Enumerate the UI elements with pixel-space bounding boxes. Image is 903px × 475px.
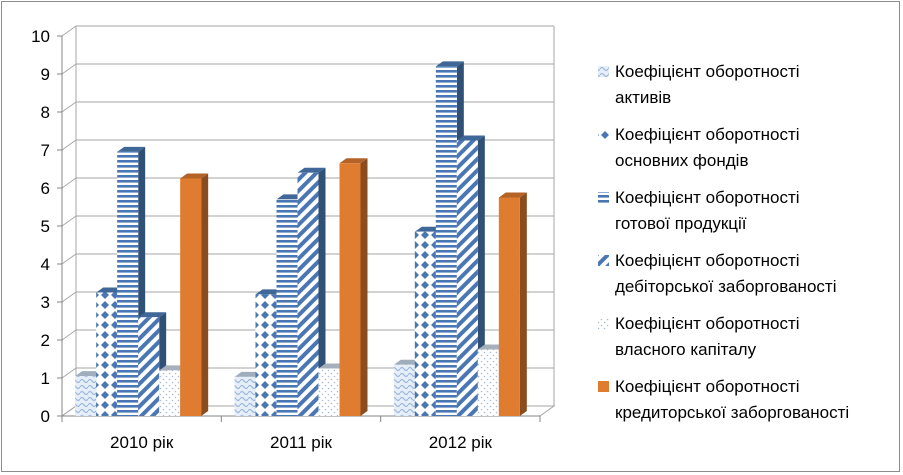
legend-swatch [598,255,609,266]
bar-front [498,197,520,416]
legend-label: готової продукції [615,214,747,233]
legend-label: основних фондів [615,151,749,170]
y-tick-label: 1 [41,369,50,388]
legend-item: Коефіцієнт оборотності готової продукції [598,188,800,233]
bar-front [477,349,499,416]
legend-swatch [598,318,609,329]
legend-label: Коефіцієнт оборотності [615,62,800,81]
legend-label: Коефіцієнт оборотності [615,314,800,333]
bar [339,158,368,417]
legend-swatch [598,381,609,392]
y-tick-label: 10 [31,27,50,46]
bar [180,173,209,416]
bar [498,192,527,416]
y-tick-label: 3 [41,293,50,312]
bar-top [456,135,485,141]
gridline-connector [61,291,77,303]
gridline-connector [61,63,77,75]
legend-swatch [598,129,609,140]
x-tick-label: 2011 рік [270,433,333,452]
bar-top [138,312,167,318]
bar-top [435,61,464,67]
bar-front [255,294,277,416]
legend-item: Коефіцієнт оборотності основних фондів [598,125,800,170]
bar-front [339,163,361,416]
x-tick-label: 2010 рік [110,433,174,452]
legend-label: кредиторської заборгованості [615,403,849,422]
gridline-connector [61,253,77,265]
bar-front [276,199,298,416]
bar-front [180,178,202,416]
bar-front [159,370,181,416]
bar-top [117,146,146,152]
bar-side [201,173,209,416]
legend-item: Коефіцієнт оборотності власного капіталу [598,314,800,359]
bar-side [360,158,368,417]
gridline-connector [61,329,77,341]
legend-label: активів [615,88,671,107]
legend: Коефіцієнт оборотностіактивівКоефіцієнт … [598,62,849,422]
bar-front [96,292,118,416]
y-tick-label: 0 [41,407,50,426]
gridline-connector [61,25,77,37]
y-tick-label: 5 [41,217,50,236]
bar [297,167,326,416]
gridline-connector [61,367,77,379]
bar-top [180,173,209,179]
bar-top [297,167,326,173]
y-tick-label: 4 [41,255,50,274]
legend-swatch [598,66,609,77]
y-tick-label: 7 [41,141,50,160]
bar-top [498,192,527,198]
bar-top [339,158,368,164]
bar-front [393,364,415,416]
legend-item: Коефіцієнт оборотності активів [598,62,800,107]
bar-front [234,376,256,416]
legend-item: Коефіцієнт оборотності дебіторської забор… [598,251,836,296]
bar-front [297,172,319,416]
bar-front [117,151,139,416]
legend-label: Коефіцієнт оборотності [615,251,800,270]
gridline-connector [61,101,77,113]
legend-label: власного капіталу [615,340,757,359]
legend-label: Коефіцієнт оборотності [615,188,800,207]
bar-side [318,167,326,416]
bars [75,61,527,417]
bar-front [456,140,478,416]
gridline-connector [61,139,77,151]
bar-front [138,317,160,416]
y-tick-label: 9 [41,65,50,84]
x-tick-label: 2012 рік [429,433,493,452]
legend-label: Коефіцієнт оборотності [615,125,800,144]
gridline-connector [61,215,77,227]
bar-front [414,231,436,416]
gridline-connector [61,177,77,189]
legend-label: дебіторської заборгованості [615,277,836,296]
bar-front [318,368,340,416]
bar-front [435,66,457,417]
legend-swatch [598,192,609,203]
y-tick-label: 2 [41,331,50,350]
y-tick-label: 8 [41,103,50,122]
bar-side [519,192,527,416]
y-tick-label: 6 [41,179,50,198]
bar-front [75,376,97,416]
legend-label: Коефіцієнт оборотності [615,377,800,396]
legend-item: Коефіцієнт оборотності кредиторської забо… [598,377,849,422]
